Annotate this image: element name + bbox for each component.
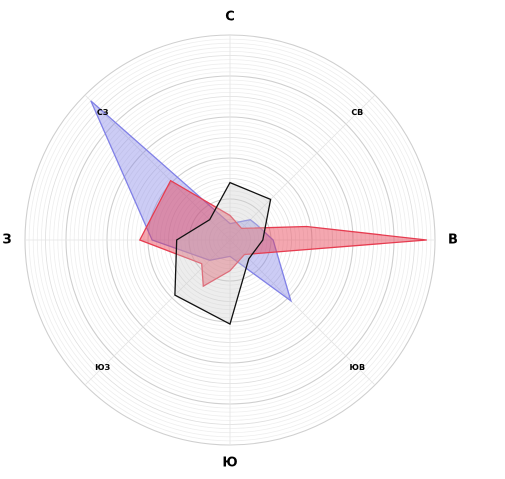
spoke-line — [84, 94, 231, 241]
direction-label-5: Ю — [222, 456, 237, 471]
spoke-line — [229, 239, 376, 386]
direction-label-1: С — [225, 10, 235, 25]
radar-series-group — [90, 100, 427, 326]
series-polygon-1 — [90, 100, 293, 303]
direction-label-4: ЮВ — [350, 363, 366, 372]
spoke-line — [229, 94, 376, 241]
spoke-line — [84, 239, 231, 386]
direction-label-8: СЗ — [97, 108, 109, 117]
direction-label-6: ЮЗ — [95, 363, 110, 372]
radar-chart: С СВ В ЮВ Ю ЮЗ З СЗ — [2, 10, 458, 471]
direction-label-3: В — [448, 233, 458, 248]
series-polygon-2 — [138, 179, 427, 288]
direction-label-7: З — [2, 233, 11, 248]
direction-label-2: СВ — [351, 108, 363, 117]
chart-area: С СВ В ЮВ Ю ЮЗ З СЗ — [2, 9, 458, 471]
series-polygon-3 — [174, 181, 272, 326]
direction-labels: С СВ В ЮВ Ю ЮЗ З СЗ — [2, 10, 458, 471]
radar-grid — [24, 34, 436, 446]
